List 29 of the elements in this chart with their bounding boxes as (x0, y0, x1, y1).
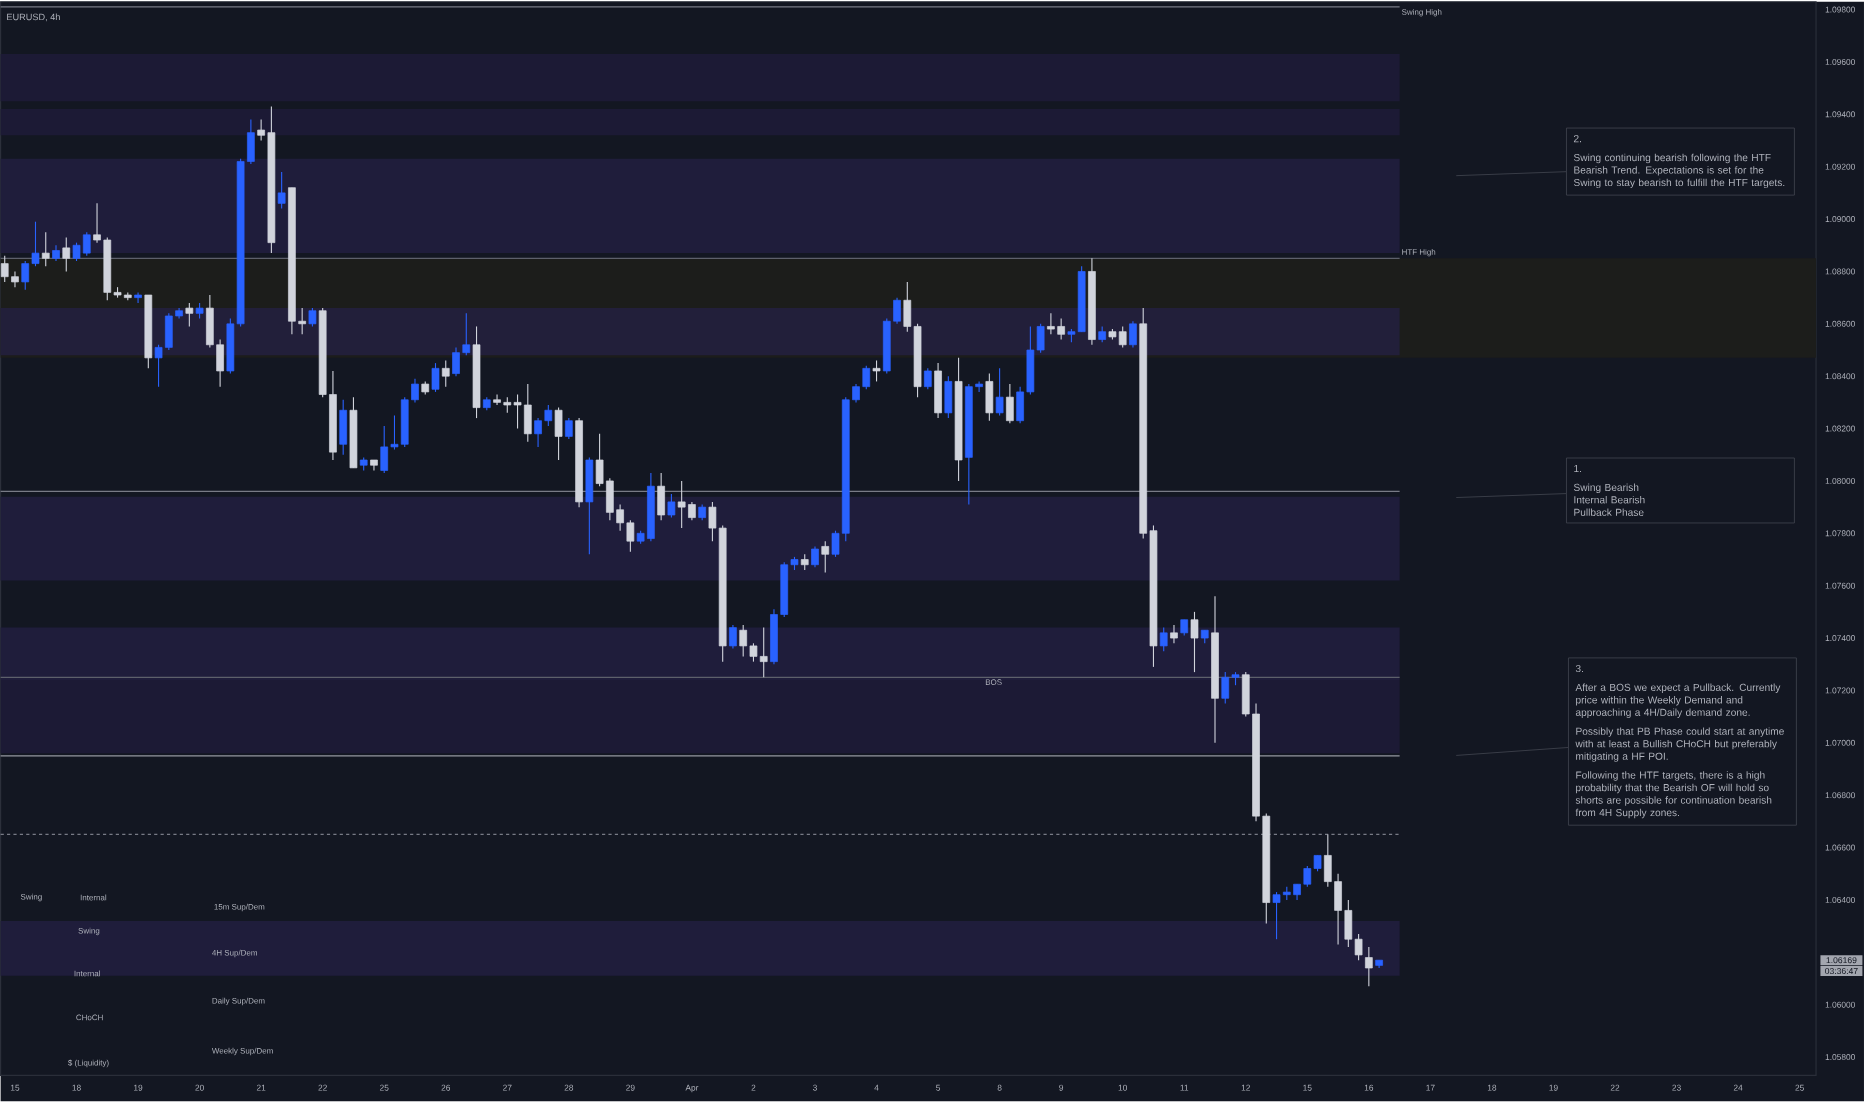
candlestick (185, 302, 194, 328)
candlestick (995, 368, 1004, 417)
candlestick (41, 231, 50, 268)
candlestick (985, 373, 994, 422)
candlestick (821, 540, 830, 574)
candlestick (944, 375, 953, 419)
candlestick (554, 407, 563, 461)
candlestick (431, 362, 440, 393)
candlestick (1365, 946, 1373, 988)
candlestick (811, 546, 819, 569)
candlestick (277, 171, 286, 210)
candlestick (62, 237, 71, 273)
candlestick (729, 624, 737, 650)
candlestick (872, 360, 881, 383)
candlestick (1006, 383, 1014, 425)
candlestick (1129, 320, 1137, 349)
candlestick (657, 472, 665, 522)
candlestick (339, 399, 348, 456)
candlestick (1190, 611, 1199, 673)
candlestick (308, 307, 317, 328)
candlestick (134, 292, 142, 304)
candlestick (565, 417, 573, 440)
candlestick (667, 493, 676, 519)
candlestick (1170, 624, 1178, 645)
candlestick (441, 360, 450, 388)
candlestick (934, 362, 942, 419)
candlestick (923, 368, 932, 391)
candlestick (1159, 627, 1168, 653)
candlestick (585, 457, 594, 556)
